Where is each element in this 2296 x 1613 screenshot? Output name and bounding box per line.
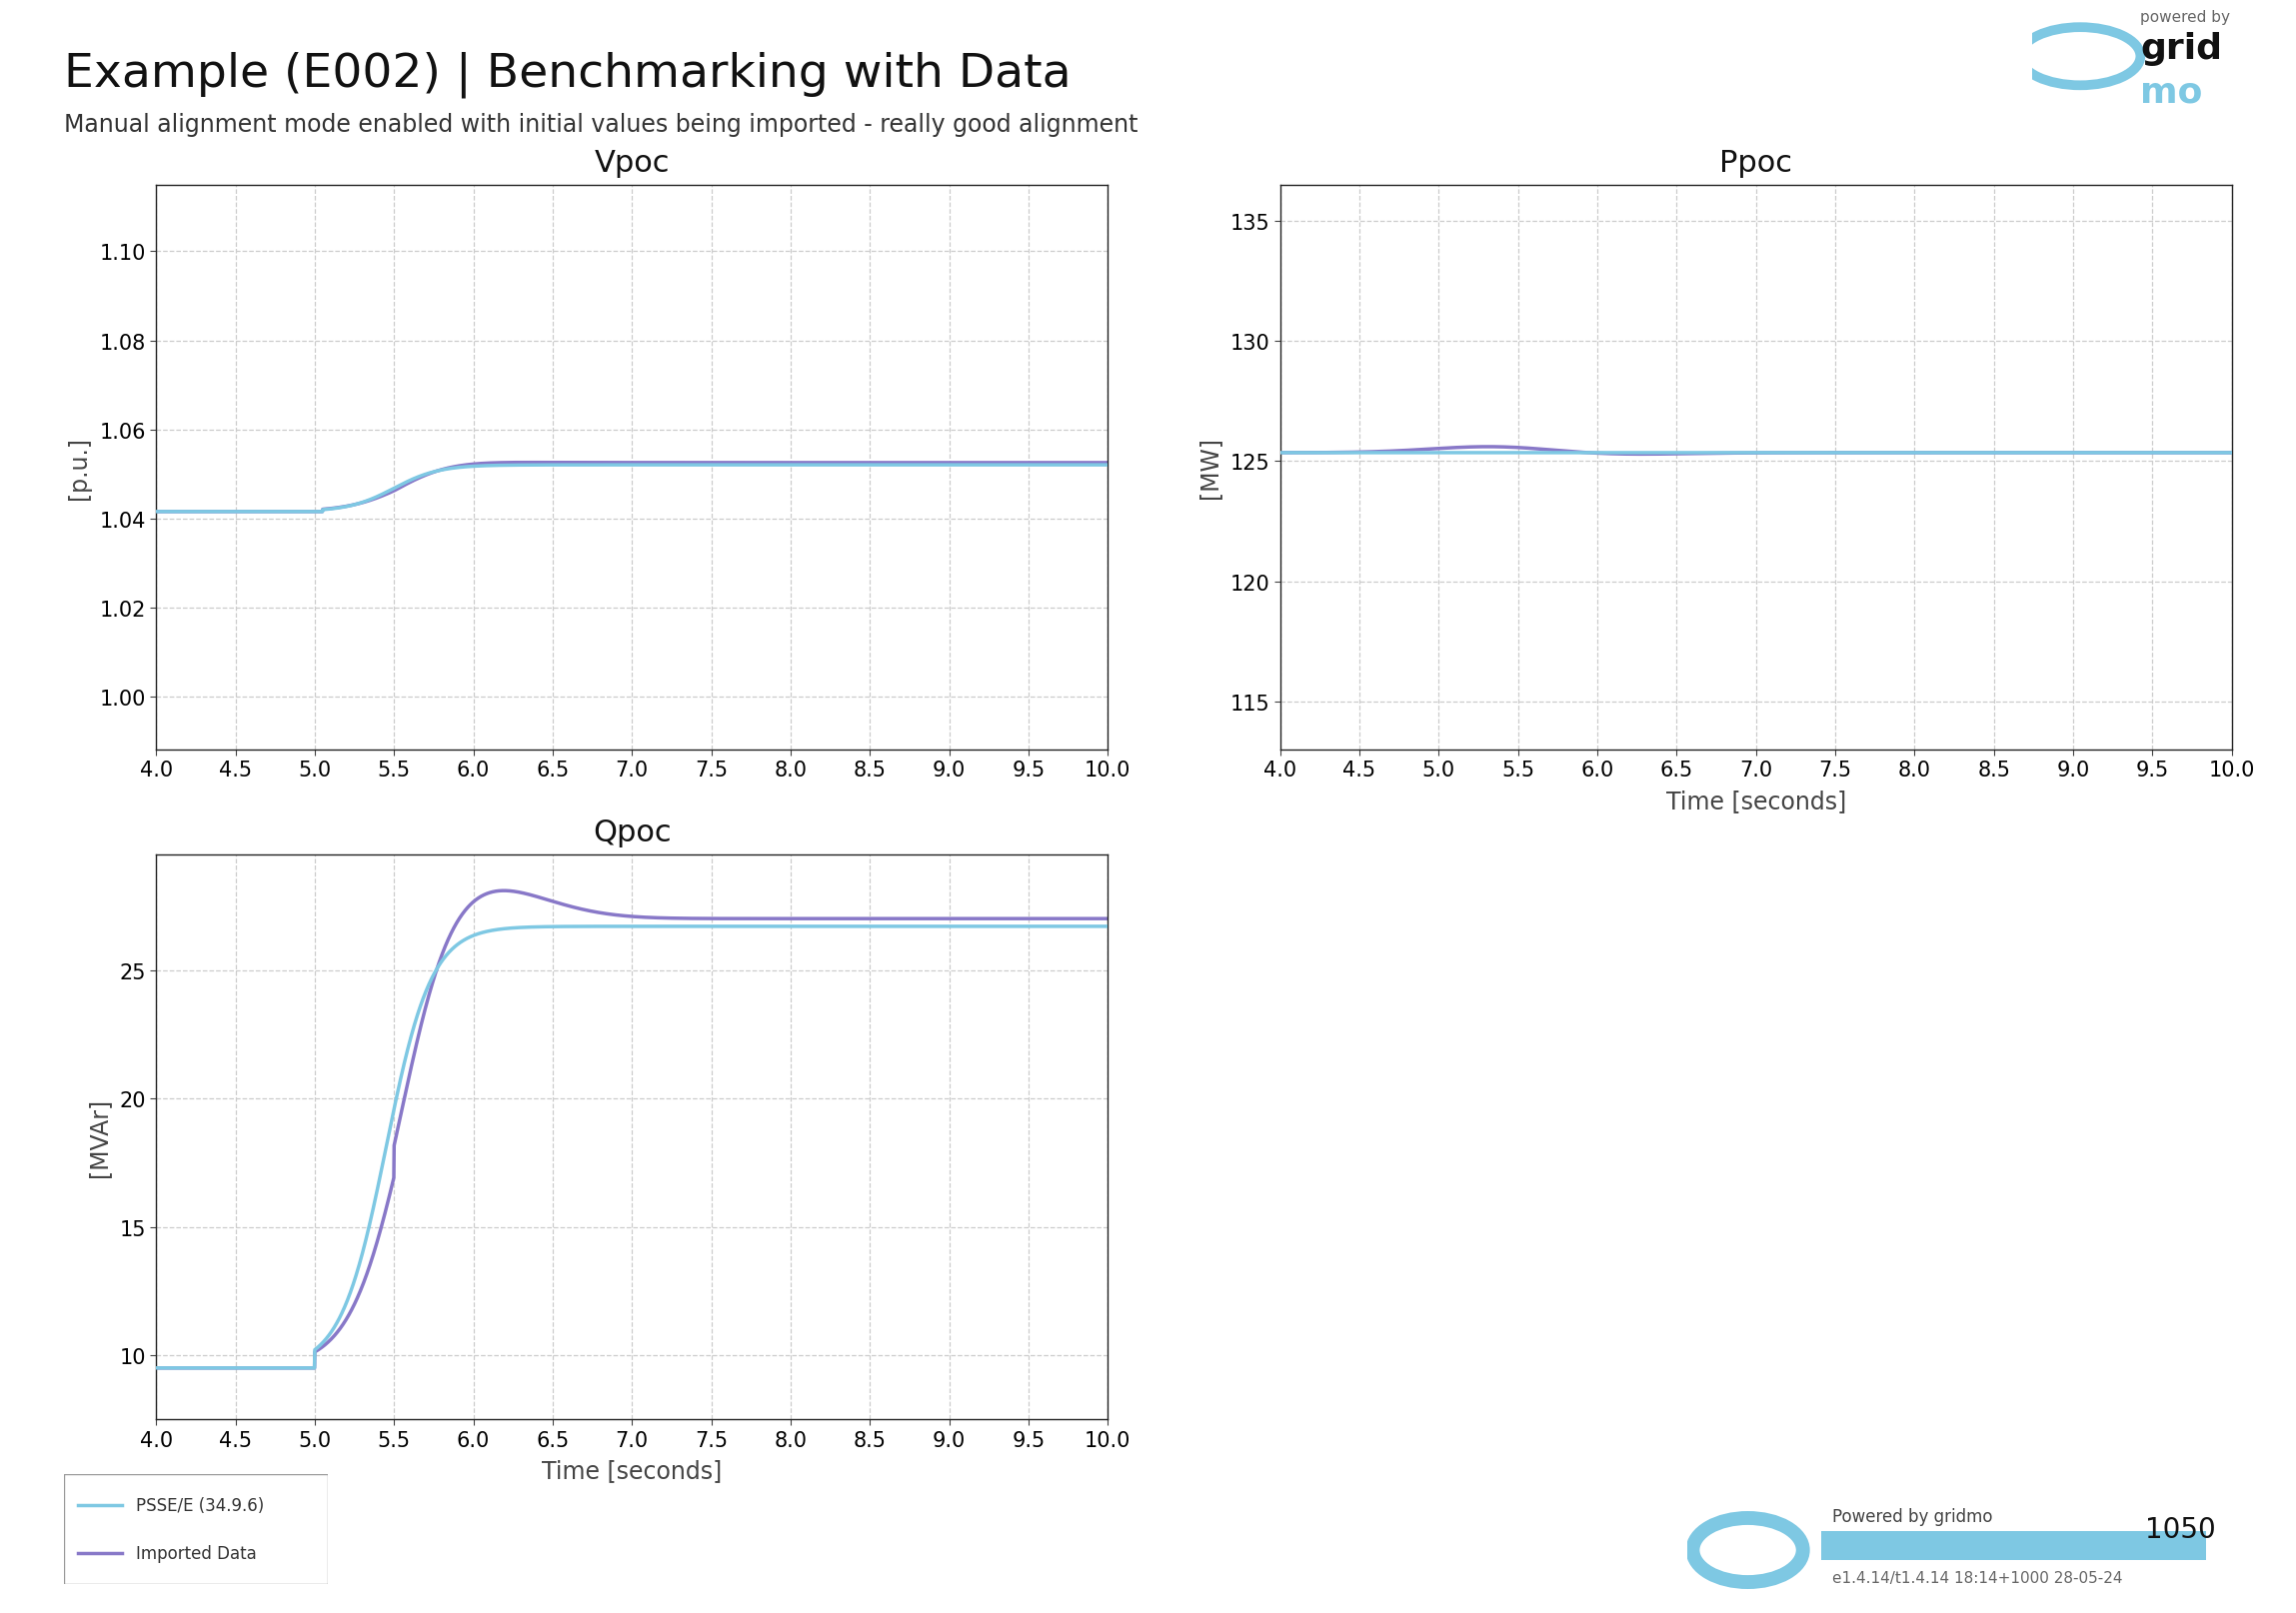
X-axis label: Time [seconds]: Time [seconds] [542,1458,721,1482]
Y-axis label: [p.u.]: [p.u.] [67,436,92,500]
Text: 1050: 1050 [2144,1515,2216,1544]
FancyBboxPatch shape [1821,1531,2206,1560]
Y-axis label: [MW]: [MW] [1199,437,1221,498]
Title: Ppoc: Ppoc [1720,148,1793,177]
Text: powered by: powered by [2140,10,2229,26]
Text: Imported Data: Imported Data [135,1544,257,1563]
Text: Manual alignment mode enabled with initial values being imported - really good a: Manual alignment mode enabled with initi… [64,113,1139,137]
Title: Qpoc: Qpoc [592,818,670,847]
FancyBboxPatch shape [64,1474,328,1584]
Title: Vpoc: Vpoc [595,148,670,177]
Text: Example (E002) | Benchmarking with Data: Example (E002) | Benchmarking with Data [64,52,1072,98]
Text: PSSE/E (34.9.6): PSSE/E (34.9.6) [135,1495,264,1515]
Text: e1.4.14/t1.4.14 18:14+1000 28-05-24: e1.4.14/t1.4.14 18:14+1000 28-05-24 [1832,1569,2122,1586]
Text: grid: grid [2140,32,2223,66]
Text: Powered by gridmo: Powered by gridmo [1832,1507,1993,1526]
Text: mo: mo [2140,76,2202,110]
Y-axis label: [MVAr]: [MVAr] [87,1098,110,1176]
X-axis label: Time [seconds]: Time [seconds] [1667,789,1846,813]
